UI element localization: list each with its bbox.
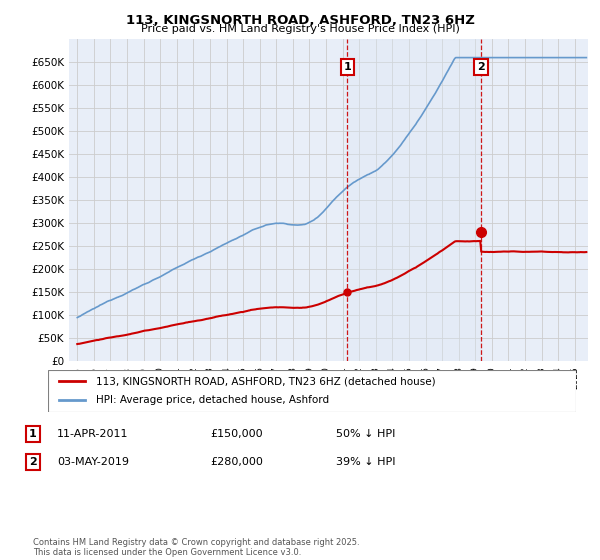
- Text: Contains HM Land Registry data © Crown copyright and database right 2025.
This d: Contains HM Land Registry data © Crown c…: [33, 538, 359, 557]
- Text: 1: 1: [29, 429, 37, 439]
- Text: HPI: Average price, detached house, Ashford: HPI: Average price, detached house, Ashf…: [95, 395, 329, 405]
- FancyBboxPatch shape: [48, 370, 576, 412]
- Text: 39% ↓ HPI: 39% ↓ HPI: [336, 457, 395, 467]
- Bar: [347, 39, 481, 361]
- Text: 2: 2: [477, 62, 485, 72]
- Text: 113, KINGSNORTH ROAD, ASHFORD, TN23 6HZ (detached house): 113, KINGSNORTH ROAD, ASHFORD, TN23 6HZ …: [95, 376, 435, 386]
- Text: 50% ↓ HPI: 50% ↓ HPI: [336, 429, 395, 439]
- Text: 03-MAY-2019: 03-MAY-2019: [57, 457, 129, 467]
- Text: Price paid vs. HM Land Registry's House Price Index (HPI): Price paid vs. HM Land Registry's House …: [140, 24, 460, 34]
- Text: 1: 1: [343, 62, 351, 72]
- Text: 11-APR-2011: 11-APR-2011: [57, 429, 128, 439]
- Text: 2: 2: [29, 457, 37, 467]
- Text: £150,000: £150,000: [210, 429, 263, 439]
- Text: 113, KINGSNORTH ROAD, ASHFORD, TN23 6HZ: 113, KINGSNORTH ROAD, ASHFORD, TN23 6HZ: [125, 14, 475, 27]
- Text: £280,000: £280,000: [210, 457, 263, 467]
